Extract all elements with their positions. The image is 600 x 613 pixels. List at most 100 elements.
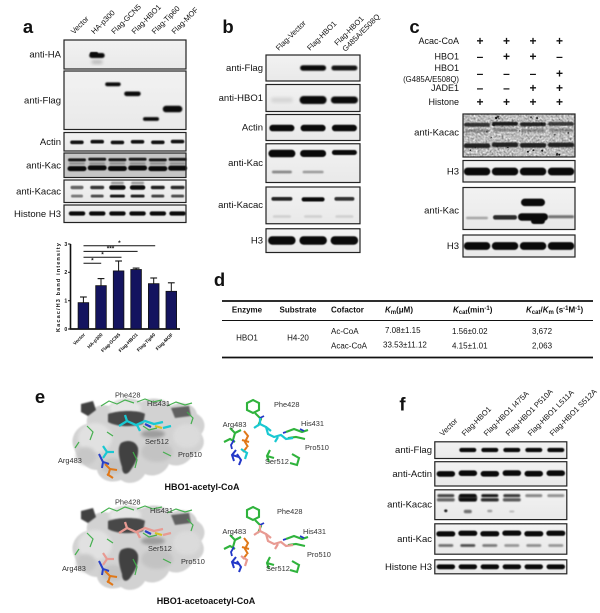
svg-text:1.56±0.02: 1.56±0.02: [452, 327, 488, 336]
svg-text:Ser512: Ser512: [148, 544, 172, 553]
svg-text:2: 2: [64, 270, 67, 276]
svg-text:–: –: [503, 67, 510, 81]
svg-text:f: f: [399, 394, 406, 415]
svg-text:H3: H3: [447, 167, 459, 178]
svg-text:His431: His431: [303, 527, 326, 536]
svg-text:anti-HBO1: anti-HBO1: [219, 93, 263, 104]
svg-text:Actin: Actin: [40, 137, 61, 148]
svg-text:anti-Kacac: anti-Kacac: [387, 500, 432, 511]
svg-text:Substrate: Substrate: [280, 306, 317, 315]
svg-text:Flag-Vector: Flag-Vector: [274, 18, 308, 52]
svg-text:+: +: [476, 34, 483, 48]
svg-text:anti-Kac: anti-Kac: [228, 158, 263, 169]
svg-text:His431: His431: [301, 419, 324, 428]
svg-text:anti-Kac: anti-Kac: [26, 161, 61, 172]
svg-text:Pro510: Pro510: [178, 450, 202, 459]
svg-text:+: +: [556, 81, 563, 95]
svg-text:Histone H3: Histone H3: [385, 562, 432, 573]
svg-text:+: +: [503, 34, 510, 48]
svg-text:Kcat(min-1): Kcat(min-1): [453, 306, 493, 317]
svg-text:anti-Kacac: anti-Kacac: [218, 200, 263, 211]
svg-text:Enzyme: Enzyme: [232, 306, 263, 315]
svg-text:Arg483: Arg483: [222, 527, 246, 536]
svg-text:+: +: [503, 95, 510, 109]
svg-text:Actin: Actin: [242, 123, 263, 134]
svg-text:–: –: [477, 81, 484, 95]
svg-text:Flag-Tip60: Flag-Tip60: [136, 332, 157, 353]
svg-text:+: +: [529, 50, 536, 64]
svg-text:4.15±1.01: 4.15±1.01: [452, 342, 488, 351]
svg-text:Ser512: Ser512: [145, 437, 169, 446]
svg-text:H3: H3: [447, 241, 459, 252]
svg-text:Arg483: Arg483: [223, 420, 247, 429]
svg-text:Kacac/H3 band intensity: Kacac/H3 band intensity: [56, 242, 62, 332]
svg-text:Flag-HBO1: Flag-HBO1: [305, 19, 338, 52]
svg-text:–: –: [530, 67, 537, 81]
svg-text:anti-Kac: anti-Kac: [424, 206, 459, 217]
svg-text:Flag-MOF: Flag-MOF: [155, 332, 175, 352]
svg-text:(G485A/E508Q): (G485A/E508Q): [403, 75, 459, 84]
svg-text:Km(μM): Km(μM): [385, 306, 413, 317]
svg-text:anti-Kacac: anti-Kacac: [16, 187, 61, 198]
svg-text:+: +: [529, 95, 536, 109]
svg-text:–: –: [477, 67, 484, 81]
svg-text:anti-HA: anti-HA: [29, 50, 61, 61]
svg-text:***: ***: [107, 246, 115, 253]
svg-text:anti-Flag: anti-Flag: [226, 63, 263, 74]
svg-text:3: 3: [64, 242, 67, 248]
svg-text:JADE1: JADE1: [431, 83, 459, 93]
svg-text:+: +: [529, 34, 536, 48]
svg-text:d: d: [214, 269, 225, 290]
svg-text:e: e: [35, 386, 45, 407]
svg-text:+: +: [529, 81, 536, 95]
svg-text:HBO1: HBO1: [236, 334, 258, 343]
svg-text:Ser512: Ser512: [266, 564, 290, 573]
svg-text:Phe428: Phe428: [277, 507, 302, 516]
svg-text:anti-Kacac: anti-Kacac: [414, 128, 459, 139]
svg-text:Histone: Histone: [428, 97, 459, 107]
svg-text:HBO1: HBO1: [434, 63, 459, 73]
svg-text:His431: His431: [150, 506, 173, 515]
svg-text:–: –: [556, 50, 563, 64]
svg-text:+: +: [556, 67, 563, 81]
svg-text:Cofactor: Cofactor: [331, 306, 364, 315]
svg-text:Arg483: Arg483: [62, 564, 86, 573]
svg-text:H4-20: H4-20: [287, 334, 309, 343]
svg-text:Vector: Vector: [69, 14, 91, 36]
svg-text:0: 0: [64, 327, 67, 333]
svg-text:3,672: 3,672: [532, 327, 553, 336]
svg-text:HBO1: HBO1: [434, 52, 459, 62]
svg-text:Histone H3: Histone H3: [14, 209, 61, 220]
svg-text:Pro510: Pro510: [307, 550, 331, 559]
svg-text:33.53±11.12: 33.53±11.12: [383, 341, 427, 350]
svg-text:+: +: [556, 34, 563, 48]
svg-text:a: a: [23, 16, 34, 37]
svg-text:1: 1: [64, 299, 67, 305]
svg-text:+: +: [476, 95, 483, 109]
svg-text:Vector: Vector: [438, 416, 460, 438]
svg-text:c: c: [409, 16, 419, 37]
svg-text:HBO1-acetyl-CoA: HBO1-acetyl-CoA: [164, 482, 240, 492]
svg-text:2,063: 2,063: [532, 342, 553, 351]
svg-text:Arg483: Arg483: [58, 456, 82, 465]
svg-text:H3: H3: [251, 236, 263, 247]
svg-text:*: *: [91, 257, 94, 264]
svg-text:Ac-CoA: Ac-CoA: [331, 327, 359, 336]
svg-text:anti-Kac: anti-Kac: [397, 534, 432, 545]
svg-text:Pro510: Pro510: [181, 557, 205, 566]
svg-text:Phe428: Phe428: [115, 391, 140, 400]
svg-text:Phe428: Phe428: [115, 498, 140, 507]
svg-text:*: *: [118, 240, 121, 247]
svg-text:–: –: [503, 81, 510, 95]
svg-text:Phe428: Phe428: [274, 400, 299, 409]
svg-text:–: –: [477, 50, 484, 64]
svg-text:7.08±1.15: 7.08±1.15: [385, 326, 421, 335]
svg-text:+: +: [503, 50, 510, 64]
svg-text:Ser512: Ser512: [265, 457, 289, 466]
svg-text:HA-p300: HA-p300: [86, 332, 104, 350]
svg-text:anti-Flag: anti-Flag: [24, 96, 61, 107]
svg-text:HBO1-acetoacetyl-CoA: HBO1-acetoacetyl-CoA: [157, 596, 256, 606]
svg-text:b: b: [222, 16, 233, 37]
svg-text:Kcat/Km (s-1M-1): Kcat/Km (s-1M-1): [526, 306, 584, 317]
svg-text:Acac-CoA: Acac-CoA: [331, 342, 368, 351]
